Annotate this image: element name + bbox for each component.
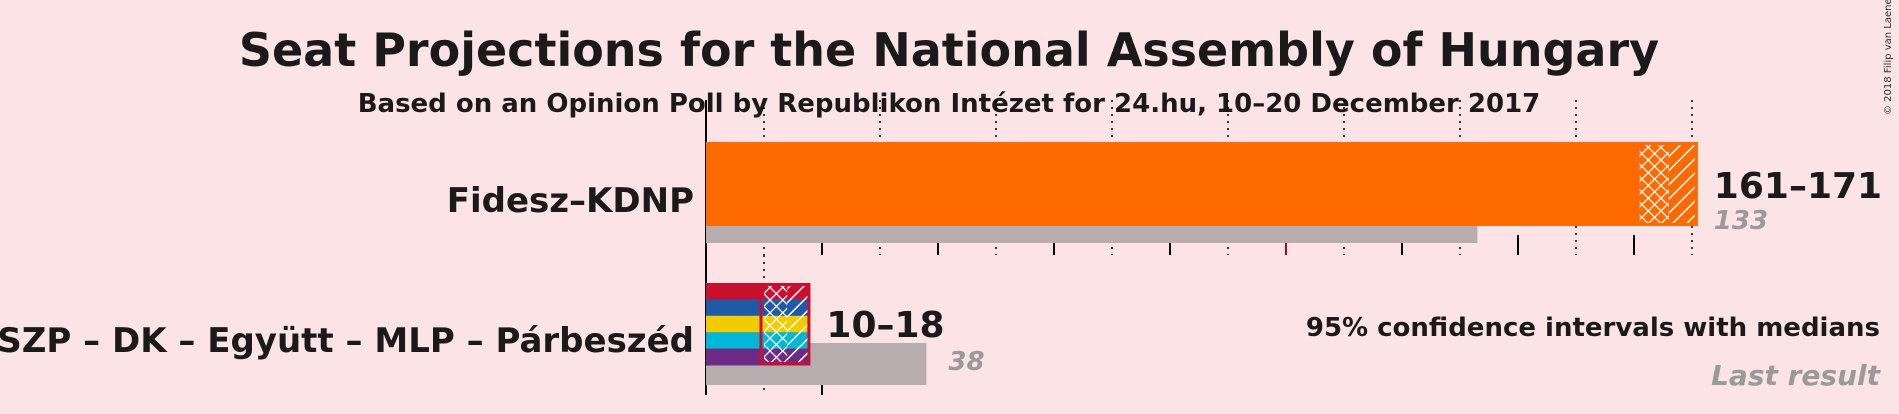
- party-row: MSZP – DK – Együtt – MLP – Párbeszéd 10–1…: [0, 283, 985, 385]
- ci-lower-hatch: [1639, 142, 1669, 226]
- party-label: Fidesz–KDNP: [447, 181, 694, 221]
- chart-title: Seat Projections for the National Assemb…: [239, 23, 1659, 77]
- last-result-bar: [706, 226, 1478, 243]
- ci-upper-hatch: [787, 283, 811, 365]
- projection-bar: [706, 142, 1640, 226]
- ci-outline: [759, 283, 811, 365]
- range-label: 10–18: [826, 305, 944, 346]
- legend-last-result-text: Last result: [1711, 359, 1882, 392]
- party-label: MSZP – DK – Együtt – MLP – Párbeszéd: [0, 321, 694, 361]
- copyright-notice: © 2018 Filip van Laenen: [1883, 0, 1894, 115]
- legend-ci-text: 95% confidence intervals with medians: [1306, 313, 1880, 343]
- ci-upper-hatch: [1668, 142, 1698, 226]
- ci-outline: [1635, 142, 1698, 226]
- chart-subtitle: Based on an Opinion Poll by Republikon I…: [358, 89, 1541, 119]
- last-result-label: 38: [948, 347, 984, 377]
- ci-lower-hatch: [764, 283, 788, 365]
- range-label: 161–171: [1714, 166, 1882, 207]
- last-result-label: 133: [1714, 206, 1768, 236]
